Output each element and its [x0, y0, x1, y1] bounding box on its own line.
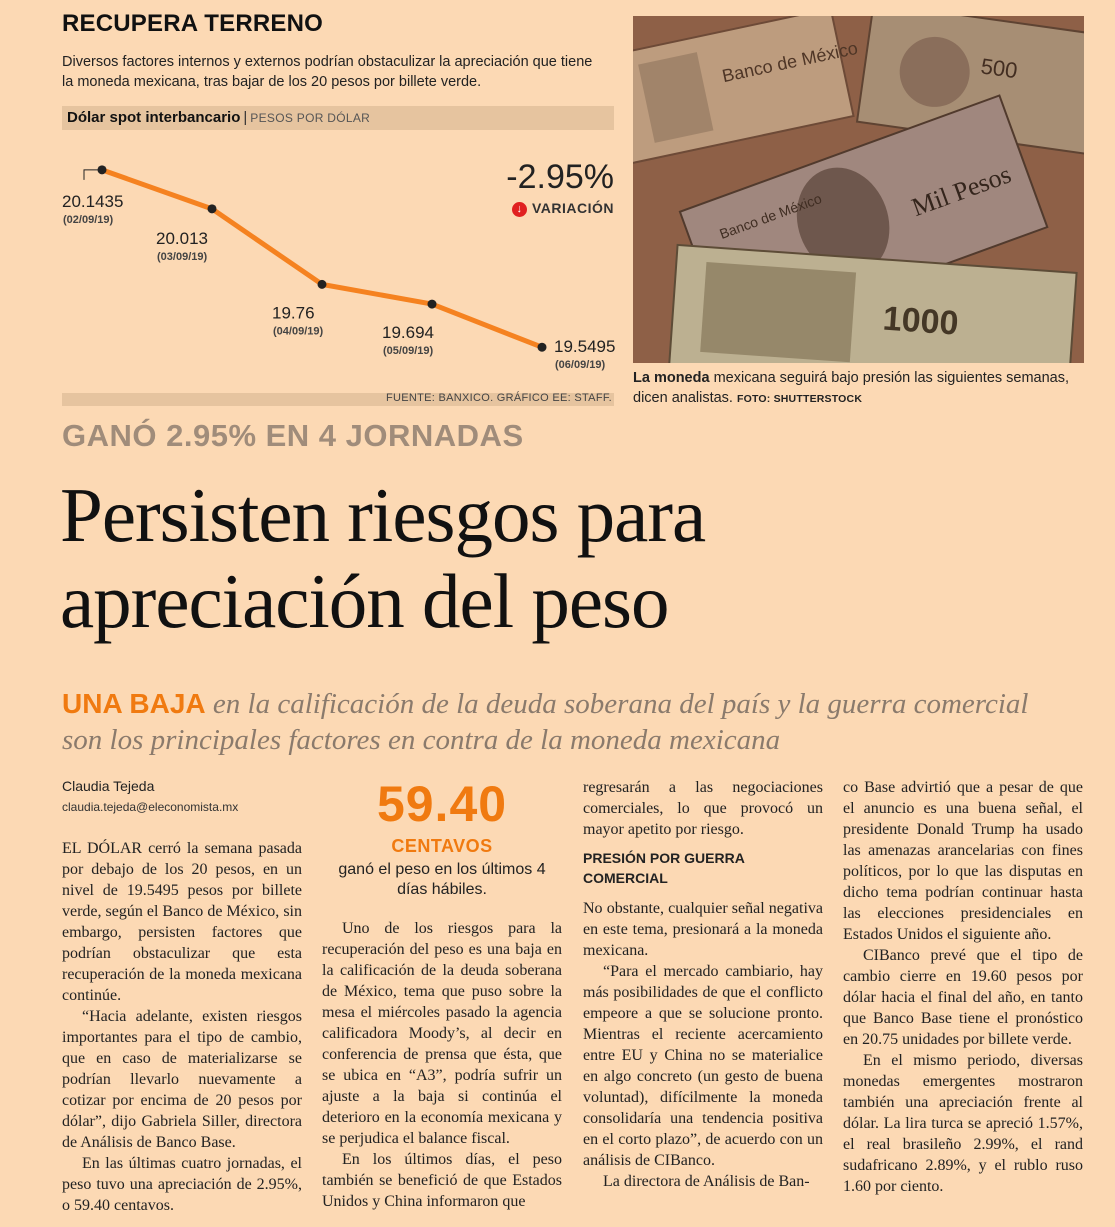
paragraph: En los últimos días, el peso también se … [322, 1151, 562, 1210]
date-label: (06/09/19) [555, 359, 605, 371]
callout-text: ganó el peso en los últimos 4 días hábil… [338, 861, 546, 898]
svg-text:1000: 1000 [882, 300, 960, 343]
headline: Persisten riesgos para apreciación del p… [60, 472, 706, 644]
paragraph: “Hacia adelante, existen riesgos importa… [62, 1008, 302, 1151]
change-label-row: ↓ VARIACIÓN [484, 200, 614, 217]
photo-caption: La moneda mexicana seguirá bajo presión … [633, 368, 1093, 409]
caption-text: mexicana seguirá bajo presión las siguie… [633, 370, 1070, 406]
column-3: regresarán a las negociaciones comercial… [583, 777, 823, 1192]
paragraph: CIBanco prevé que el tipo de cambio cier… [843, 947, 1083, 1048]
paragraph: La directora de Análisis de Ban- [603, 1173, 810, 1190]
data-point [207, 204, 217, 214]
data-label: 20.013 [156, 229, 208, 248]
chart-header-divider: | [243, 109, 248, 126]
data-label: 19.694 [382, 323, 434, 342]
leader-line [83, 169, 102, 180]
paragraph: “Para el mercado cambiario, hay más posi… [583, 963, 823, 1169]
banknotes-photo: Banco de México 500 Mil Pesos Banco de M… [633, 16, 1084, 363]
deck: UNA BAJA en la calificación de la deuda … [62, 686, 1062, 758]
paragraph: regresarán a las negociaciones comercial… [583, 779, 823, 838]
change-label: VARIACIÓN [531, 200, 614, 216]
paragraph: No obstante, cualquier señal negativa en… [583, 900, 823, 959]
column-1: EL DÓLAR cerró la semana pasada por deba… [62, 838, 302, 1216]
deck-text: en la calificación de la deuda soberana … [62, 688, 1029, 756]
data-label: 19.76 [272, 303, 315, 322]
photo-credit: FOTO: SHUTTERSTOCK [736, 393, 863, 405]
paragraph: Uno de los riesgos para la recuperación … [322, 920, 562, 1147]
source-bar [62, 393, 614, 406]
banknotes-illustration: Banco de México 500 Mil Pesos Banco de M… [633, 16, 1084, 363]
exchange-rate-line-chart: 20.1435 (02/09/19) 20.013 (03/09/19) 19.76 (0… [62, 165, 615, 371]
svg-text:500: 500 [979, 53, 1019, 83]
arrow-down-icon: ↓ [511, 202, 527, 217]
column-2: Uno de los riesgos para la recuperación … [322, 918, 562, 1212]
callout-unit: CENTAVOS [391, 836, 493, 856]
subhead: PRESIÓN POR GUERRA COMERCIAL [583, 850, 745, 886]
data-point [427, 299, 437, 309]
chart-title: Dólar spot interbancario [67, 109, 241, 126]
callout-number: 59.40 [376, 776, 508, 832]
column-4: co Base advirtió que a pesar de que el a… [843, 777, 1083, 1197]
paragraph: co Base advirtió que a pesar de que el a… [843, 779, 1083, 943]
infographic-title: RECUPERA TERRENO [62, 10, 324, 37]
paragraph: En el mismo periodo, diversas monedas em… [843, 1052, 1083, 1195]
infographic-description: Diversos factores internos y externos po… [62, 54, 593, 90]
chart-source: FUENTE: BANXICO. GRÁFICO EE: STAFF. [385, 392, 612, 404]
data-label: 19.5495 [554, 337, 615, 356]
paragraph: EL DÓLAR cerró la semana pasada por deba… [62, 840, 302, 1004]
date-label: (05/09/19) [383, 345, 433, 357]
deck-lead: UNA BAJA [62, 688, 206, 719]
date-label: (04/09/19) [273, 325, 323, 337]
date-label: (03/09/19) [157, 251, 207, 263]
data-point [97, 165, 107, 175]
caption-lead: La moneda [633, 370, 710, 386]
data-label: 20.1435 [62, 192, 123, 211]
data-point [537, 342, 547, 352]
author-email[interactable]: claudia.tejeda@eleconomista.mx [62, 800, 239, 814]
date-label: (02/09/19) [63, 214, 113, 226]
paragraph: En las últimas cuatro jornadas, el peso … [62, 1155, 302, 1214]
change-percent: -2.95% [506, 158, 614, 196]
author-byline: Claudia Tejeda [62, 778, 155, 794]
chart-header: Dólar spot interbancario | PESOS POR DÓLAR [62, 106, 614, 130]
kicker: GANÓ 2.95% EN 4 JORNADAS [62, 418, 524, 453]
data-point [317, 279, 327, 289]
chart-unit: PESOS POR DÓLAR [250, 111, 371, 125]
